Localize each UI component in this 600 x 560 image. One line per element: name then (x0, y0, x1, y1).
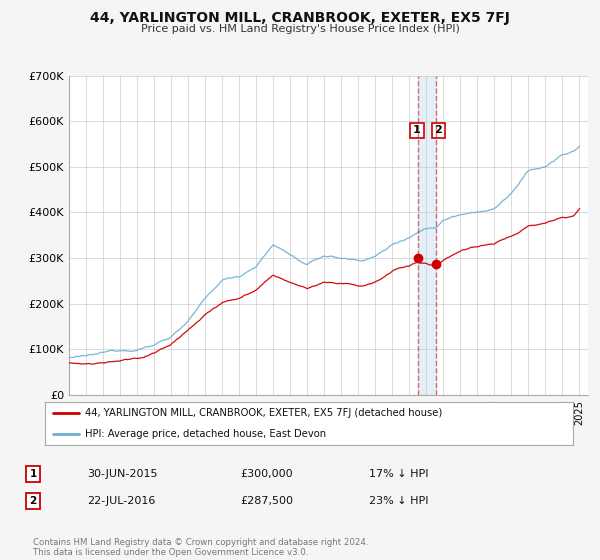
Text: Price paid vs. HM Land Registry's House Price Index (HPI): Price paid vs. HM Land Registry's House … (140, 24, 460, 34)
Text: 1: 1 (413, 125, 421, 136)
Text: £287,500: £287,500 (240, 496, 293, 506)
Text: 30-JUN-2015: 30-JUN-2015 (87, 469, 157, 479)
Text: 44, YARLINGTON MILL, CRANBROOK, EXETER, EX5 7FJ (detached house): 44, YARLINGTON MILL, CRANBROOK, EXETER, … (85, 408, 442, 418)
Text: 22-JUL-2016: 22-JUL-2016 (87, 496, 155, 506)
Text: 23% ↓ HPI: 23% ↓ HPI (369, 496, 428, 506)
Bar (418, 76, 436, 395)
Text: 1: 1 (29, 469, 37, 479)
Text: Contains HM Land Registry data © Crown copyright and database right 2024.
This d: Contains HM Land Registry data © Crown c… (33, 538, 368, 557)
Text: 2: 2 (29, 496, 37, 506)
Text: 17% ↓ HPI: 17% ↓ HPI (369, 469, 428, 479)
Text: 44, YARLINGTON MILL, CRANBROOK, EXETER, EX5 7FJ: 44, YARLINGTON MILL, CRANBROOK, EXETER, … (90, 11, 510, 25)
Text: £300,000: £300,000 (240, 469, 293, 479)
Text: HPI: Average price, detached house, East Devon: HPI: Average price, detached house, East… (85, 429, 326, 439)
Text: 2: 2 (434, 125, 442, 136)
